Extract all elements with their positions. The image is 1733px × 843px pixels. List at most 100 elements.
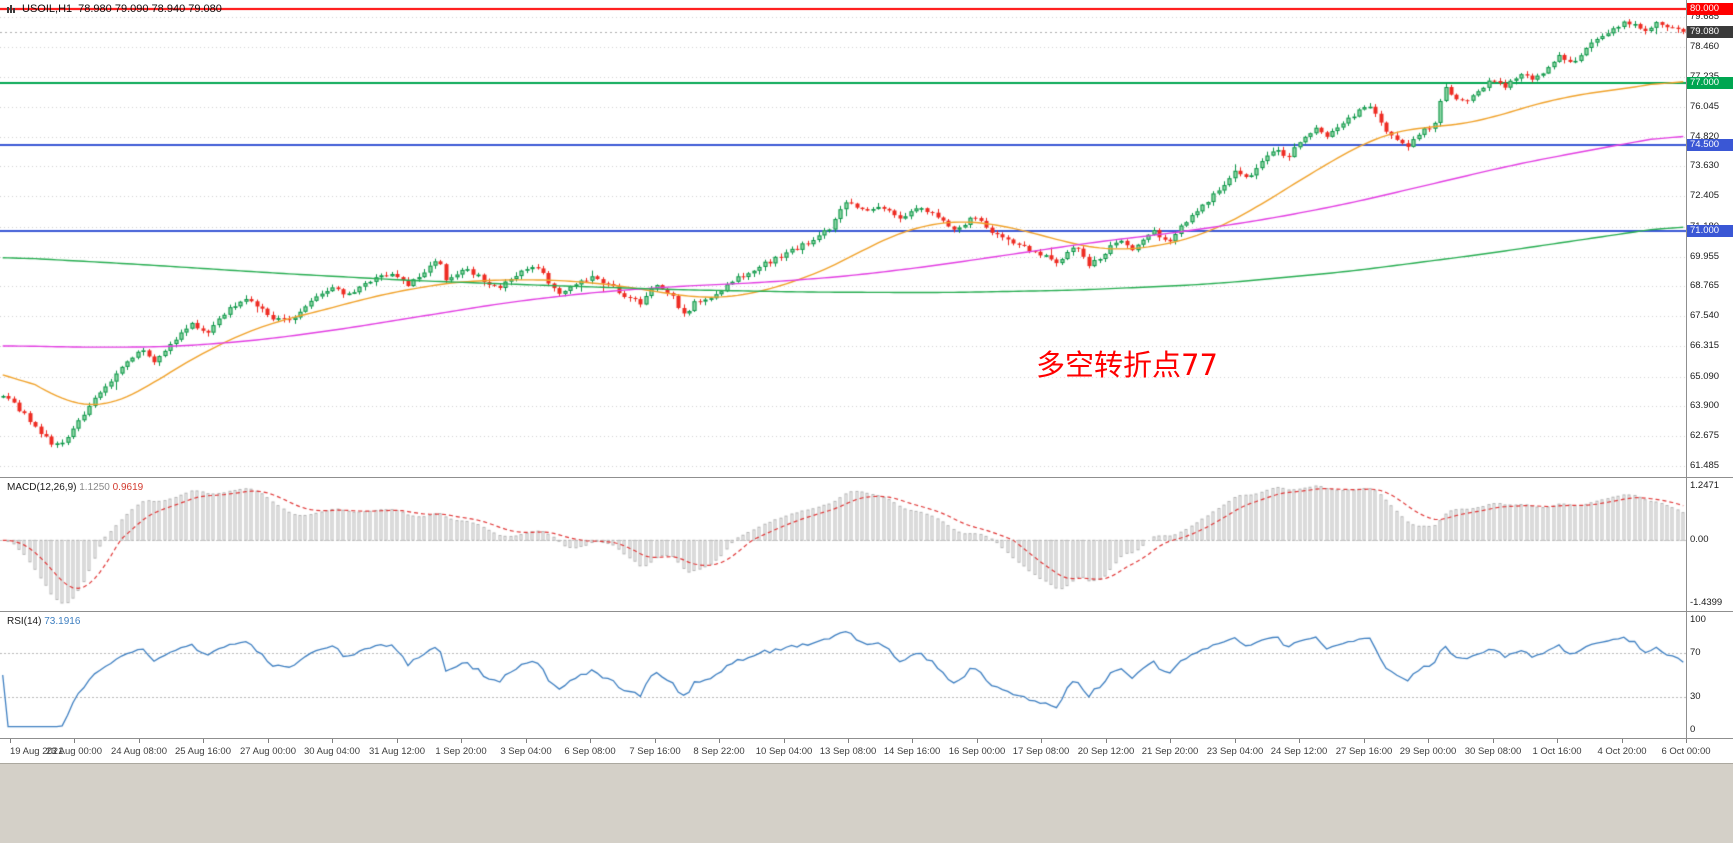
time-axis-label: 1 Sep 20:00 <box>435 746 487 757</box>
time-axis-tick <box>1557 739 1558 743</box>
time-axis-tick <box>1493 739 1494 743</box>
rsi-axis-30: 30 <box>1690 691 1701 702</box>
time-axis-tick <box>784 739 785 743</box>
time-axis-label: 24 Aug 08:00 <box>111 746 167 757</box>
price-axis-label: 72.405 <box>1690 190 1720 202</box>
time-axis-label: 16 Sep 00:00 <box>948 746 1006 757</box>
time-axis-label: 8 Sep 22:00 <box>693 746 745 757</box>
price-level-badge-74500: 74.500 <box>1687 138 1733 151</box>
price-level-badge-71000: 71.000 <box>1687 224 1733 237</box>
time-axis-label: 30 Aug 04:00 <box>304 746 360 757</box>
time-axis-label: 30 Sep 08:00 <box>1464 746 1522 757</box>
time-axis-tick <box>397 739 398 743</box>
chart-header: USOIL,H1 78.980 79.090 78.940 79.080 <box>6 3 222 15</box>
panel-splitter-rsi[interactable] <box>0 611 1733 612</box>
rsi-axis-100: 100 <box>1690 614 1706 625</box>
time-axis-tick <box>912 739 913 743</box>
time-axis-label: 14 Sep 16:00 <box>883 746 941 757</box>
time-axis-tick <box>1106 739 1107 743</box>
rsi-value: 73.1916 <box>44 616 81 627</box>
current-price-badge: 79.080 <box>1687 25 1733 38</box>
price-axis-label: 66.315 <box>1690 340 1720 352</box>
main-chart-canvas[interactable] <box>0 0 1686 477</box>
time-axis-tick <box>1364 739 1365 743</box>
rsi-label: RSI(14) 73.1916 <box>7 616 80 627</box>
price-axis-label: 61.485 <box>1690 459 1720 471</box>
time-axis-tick <box>1622 739 1623 743</box>
time-axis-label: 23 Aug 00:00 <box>46 746 102 757</box>
time-axis-label: 27 Sep 16:00 <box>1335 746 1393 757</box>
time-axis-tick <box>590 739 591 743</box>
time-axis-tick <box>203 739 204 743</box>
time-axis-label: 6 Sep 08:00 <box>564 746 616 757</box>
time-axis-label: 27 Aug 00:00 <box>240 746 296 757</box>
time-axis-tick <box>526 739 527 743</box>
time-axis-tick <box>1686 739 1687 743</box>
annotation-text: 多空转折点77 <box>1036 348 1218 382</box>
macd-main-value: 1.1250 <box>79 482 110 493</box>
price-axis-label: 77.235 <box>1690 72 1719 82</box>
time-axis-label: 3 Sep 04:00 <box>500 746 552 757</box>
window-background <box>0 763 1733 843</box>
time-axis-label: 7 Sep 16:00 <box>629 746 681 757</box>
rsi-axis-70: 70 <box>1690 647 1701 658</box>
time-axis-tick <box>1299 739 1300 743</box>
price-level-badge-77000: 77.000 <box>1687 77 1733 90</box>
time-axis-label: 6 Oct 00:00 <box>1661 746 1711 757</box>
time-axis-label: 24 Sep 12:00 <box>1270 746 1328 757</box>
ohlc-readout: 78.980 79.090 78.940 79.080 <box>78 3 222 15</box>
time-axis-label: 13 Sep 08:00 <box>819 746 877 757</box>
time-axis-tick <box>719 739 720 743</box>
time-axis-label: 17 Sep 08:00 <box>1012 746 1070 757</box>
price-axis-label: 78.460 <box>1690 41 1720 53</box>
time-axis-label: 20 Sep 12:00 <box>1077 746 1135 757</box>
time-axis-label: 19 Aug 2021 <box>10 746 64 757</box>
time-axis-label: 31 Aug 12:00 <box>369 746 425 757</box>
rsi-canvas[interactable] <box>0 612 1686 738</box>
time-axis-label: 25 Aug 16:00 <box>175 746 231 757</box>
price-axis-label: 68.765 <box>1690 280 1720 292</box>
price-axis[interactable]: 80.000 79.080 77.000 74.500 71.000 1.247… <box>1686 0 1733 739</box>
time-axis-label: 1 Oct 16:00 <box>1532 746 1582 757</box>
rsi-axis-0: 0 <box>1690 724 1696 735</box>
price-axis-label: 76.045 <box>1690 100 1720 112</box>
macd-axis-min: -1.4399 <box>1690 597 1723 608</box>
time-axis-tick <box>268 739 269 743</box>
price-axis-label: 65.090 <box>1690 370 1720 382</box>
time-axis-tick <box>461 739 462 743</box>
time-axis-tick <box>1428 739 1429 743</box>
macd-signal-value: 0.9619 <box>112 482 144 493</box>
macd-name: MACD(12,26,9) <box>7 482 77 493</box>
time-axis-label: 29 Sep 00:00 <box>1399 746 1457 757</box>
time-axis-tick <box>1235 739 1236 743</box>
macd-axis-zero: 0.00 <box>1690 534 1709 546</box>
time-axis-label: 21 Sep 20:00 <box>1141 746 1199 757</box>
time-axis-tick <box>655 739 656 743</box>
time-axis-tick <box>10 739 11 743</box>
time-axis-label: 4 Oct 20:00 <box>1597 746 1647 757</box>
price-axis-label: 63.900 <box>1690 400 1720 411</box>
panel-splitter-macd[interactable] <box>0 477 1733 478</box>
time-axis-tick <box>1170 739 1171 743</box>
price-axis-label: 79.685 <box>1690 10 1720 22</box>
time-axis-tick <box>74 739 75 743</box>
macd-axis-max: 1.2471 <box>1690 480 1720 491</box>
price-axis-label: 67.540 <box>1690 310 1720 322</box>
macd-canvas[interactable] <box>0 478 1686 611</box>
time-axis-tick <box>1041 739 1042 743</box>
chart-window-icon <box>6 4 16 14</box>
price-axis-label: 69.955 <box>1690 250 1720 262</box>
time-axis-label: 23 Sep 04:00 <box>1206 746 1264 757</box>
symbol-timeframe: USOIL,H1 <box>22 3 73 15</box>
price-axis-label: 73.630 <box>1690 160 1720 172</box>
time-axis-label: 10 Sep 04:00 <box>755 746 813 757</box>
price-axis-label: 74.820 <box>1690 130 1720 142</box>
time-axis[interactable]: 19 Aug 2021 23 Aug 00:00 24 Aug 08:00 25 Au… <box>0 739 1733 763</box>
time-axis-tick <box>332 739 333 743</box>
rsi-name: RSI(14) <box>7 616 42 627</box>
price-axis-label: 62.675 <box>1690 430 1720 442</box>
time-axis-tick <box>139 739 140 743</box>
price-level-badge-80000: 80.000 <box>1687 3 1733 16</box>
macd-label: MACD(12,26,9) 1.1250 0.9619 <box>7 482 143 493</box>
